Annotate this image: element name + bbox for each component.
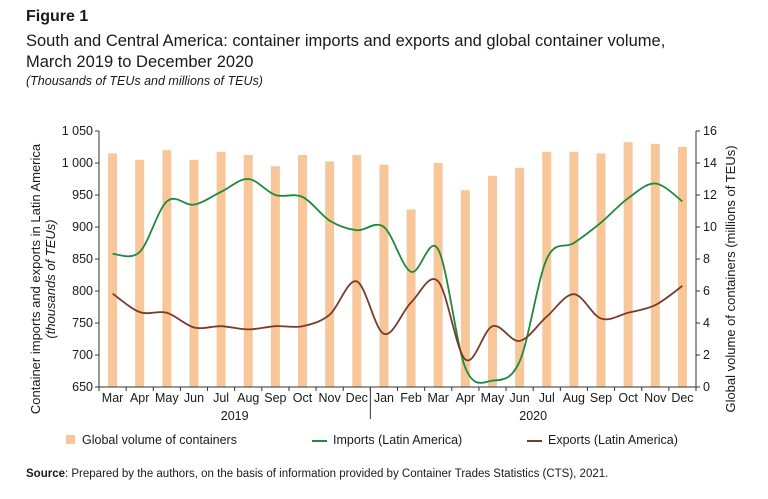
x-tick-label-19: Oct — [618, 391, 638, 405]
x-tick-label-4: Jul — [213, 391, 229, 405]
bar-20 — [650, 143, 660, 387]
x-tick-label-20: Nov — [644, 391, 667, 405]
x-tick-label-18: Sep — [590, 391, 612, 405]
bar-7 — [298, 155, 308, 387]
bar-9 — [352, 155, 362, 387]
chart-title-line1: South and Central America: container imp… — [26, 32, 666, 50]
bar-0 — [108, 153, 118, 387]
right-tick-label-1: 2 — [703, 348, 710, 362]
bar-16 — [542, 151, 552, 387]
left-tick-label-4: 850 — [72, 252, 93, 266]
right-tick-label-2: 4 — [703, 316, 710, 330]
x-tick-label-16: Jul — [539, 391, 555, 405]
right-tick-label-3: 6 — [703, 284, 710, 298]
axes: 650 700 750 800 850 900 950 1 000 1 050 0 2 4 6 8 10 12… — [28, 124, 738, 423]
source-text: : Prepared by the authors, on the basis … — [65, 468, 609, 480]
x-tick-label-13: Apr — [456, 391, 475, 405]
y-axis-left-title-line1: Container imports and exports in Latin A… — [28, 143, 43, 414]
x-tick-label-10: Jan — [374, 391, 394, 405]
bar-3 — [189, 159, 199, 387]
bar-11 — [406, 209, 416, 387]
x-tick-label-0: Mar — [102, 391, 124, 405]
bar-series — [108, 142, 687, 387]
legend: Global volume of containers Imports (Lati… — [66, 433, 678, 447]
bar-14 — [487, 175, 497, 387]
source-label: Source — [26, 468, 65, 480]
legend-label-bar: Global volume of containers — [82, 433, 237, 447]
x-tick-label-11: Feb — [400, 391, 422, 405]
bar-17 — [569, 151, 579, 387]
x-tick-label-6: Sep — [264, 391, 286, 405]
x-tick-label-14: May — [481, 391, 505, 405]
left-tick-label-8: 1 050 — [62, 124, 93, 138]
left-tick-label-0: 650 — [72, 380, 93, 394]
bar-15 — [515, 167, 525, 387]
bar-18 — [596, 153, 606, 387]
bar-10 — [379, 164, 389, 387]
x-tick-label-5: Aug — [237, 391, 259, 405]
line-series — [112, 178, 683, 384]
left-tick-label-6: 950 — [72, 188, 93, 202]
x-tick-label-8: Nov — [319, 391, 342, 405]
left-tick-label-2: 750 — [72, 316, 93, 330]
right-tick-label-8: 16 — [703, 124, 717, 138]
x-tick-label-12: Mar — [427, 391, 449, 405]
x-tick-label-1: Apr — [130, 391, 149, 405]
year-label-0: 2019 — [221, 409, 249, 423]
right-tick-label-5: 10 — [703, 220, 717, 234]
left-tick-label-5: 900 — [72, 220, 93, 234]
x-tick-label-7: Oct — [293, 391, 313, 405]
bar-2 — [162, 150, 172, 387]
bar-12 — [433, 163, 443, 387]
left-tick-label-7: 1 000 — [62, 156, 93, 170]
bar-21 — [677, 147, 687, 387]
left-tick-label-3: 800 — [72, 284, 93, 298]
y-axis-left-title: Container imports and exports in Latin A… — [28, 143, 58, 414]
right-tick-label-7: 14 — [703, 156, 717, 170]
legend-label-exports: Exports (Latin America) — [548, 433, 678, 447]
bar-13 — [460, 190, 470, 387]
chart-units: (Thousands of TEUs and millions of TEUs) — [26, 74, 263, 88]
chart-title: South and Central America: container imp… — [26, 31, 756, 73]
bar-4 — [216, 151, 226, 387]
x-tick-label-9: Dec — [346, 391, 368, 405]
bar-8 — [325, 161, 335, 387]
right-tick-label-0: 0 — [703, 380, 710, 394]
legend-swatch-bar — [66, 435, 75, 444]
bar-5 — [243, 155, 253, 387]
line-series-1 — [112, 278, 683, 362]
right-tick-label-6: 12 — [703, 188, 717, 202]
legend-label-imports: Imports (Latin America) — [333, 433, 462, 447]
x-tick-label-3: Jun — [184, 391, 204, 405]
year-label-1: 2020 — [519, 409, 547, 423]
y-axis-right-title: Global volume of containers (millions of… — [723, 145, 738, 412]
right-tick-label-4: 8 — [703, 252, 710, 266]
left-tick-label-1: 700 — [72, 348, 93, 362]
x-tick-label-15: Jun — [510, 391, 530, 405]
y-axis-right-title-text: Global volume of containers (millions of… — [723, 145, 738, 412]
y-axis-left-title-line2: (thousands of TEUs) — [43, 219, 58, 338]
bar-19 — [623, 142, 633, 387]
line-series-0 — [112, 178, 683, 384]
x-tick-label-17: Aug — [563, 391, 585, 405]
figure-label: Figure 1 — [26, 8, 89, 25]
bar-1 — [135, 159, 145, 387]
source-note: Source: Prepared by the authors, on the … — [26, 468, 608, 480]
chart-title-line2: March 2019 to December 2020 — [26, 53, 254, 71]
x-tick-label-2: May — [155, 391, 179, 405]
bar-6 — [270, 166, 280, 387]
x-tick-label-21: Dec — [671, 391, 693, 405]
